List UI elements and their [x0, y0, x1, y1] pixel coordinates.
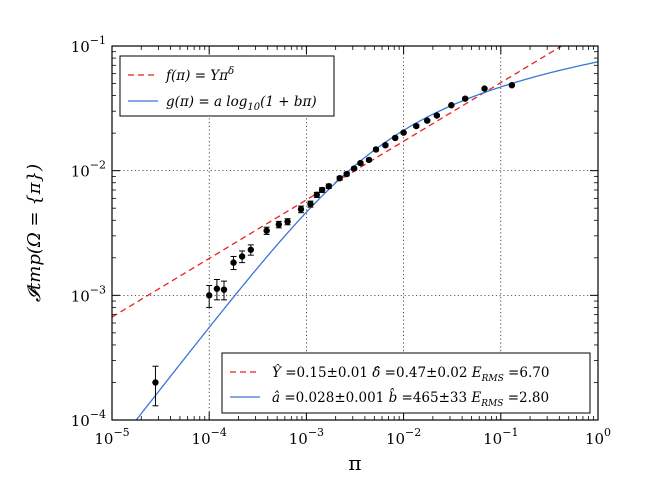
fit-stats-box: Ŷ =0.15±0.01 δ̂ =0.47±0.02 ERMS =6.70 â =… [221, 352, 591, 414]
data-point [206, 284, 213, 308]
data-point [230, 255, 237, 271]
data-point [263, 226, 270, 235]
data-point [508, 81, 516, 89]
data-point [325, 183, 332, 190]
data-point [365, 156, 373, 164]
fit-stats-row: Ŷ =0.15±0.01 δ̂ =0.47±0.02 ERMS =6.70 [272, 365, 549, 384]
x-tick-label: 10−5 [94, 426, 129, 448]
point-marker [313, 191, 321, 199]
point-marker [152, 379, 159, 386]
point-marker [382, 142, 389, 149]
plot-frame [111, 45, 599, 421]
point-marker [357, 159, 364, 167]
data-point [275, 220, 282, 229]
point-marker [297, 206, 305, 213]
data-point [247, 244, 255, 256]
fit-stats-frame [221, 352, 591, 414]
point-marker [220, 286, 228, 293]
data-point [307, 200, 314, 208]
data-point [481, 85, 488, 92]
data-point [336, 175, 343, 182]
point-marker [461, 95, 469, 102]
x-tick-label: 10−4 [192, 426, 227, 448]
point-marker [325, 183, 332, 190]
data-point [238, 250, 246, 264]
point-marker [392, 134, 399, 142]
data-point [382, 142, 389, 149]
x-tick-label: 10−2 [386, 426, 421, 448]
legend-box [119, 55, 335, 117]
data-point [220, 280, 228, 301]
point-marker [350, 165, 358, 172]
data-point [297, 205, 305, 214]
y-axis-title: 𝓘tmp(Ω = {π}) [24, 164, 45, 302]
data-point [448, 102, 455, 109]
y-tick-label: 10−4 [71, 408, 106, 430]
point-marker [213, 285, 221, 292]
point-marker [365, 156, 373, 164]
x-tick-label: 100 [585, 426, 611, 448]
data-point [152, 365, 159, 407]
point-marker [238, 253, 246, 260]
point-marker [336, 175, 343, 182]
point-marker [206, 292, 213, 299]
point-marker [343, 170, 350, 178]
point-marker [263, 227, 270, 234]
data-point [213, 278, 221, 301]
point-marker [372, 146, 380, 153]
data-point [413, 122, 420, 130]
data-point [284, 218, 291, 226]
point-marker [284, 218, 291, 225]
data-point [461, 95, 469, 102]
data-point [392, 134, 399, 142]
point-marker [275, 221, 282, 228]
fit-stats-row: â =0.028±0.001 b̂ =465±33 ERMS =2.80 [272, 388, 549, 409]
data-point [343, 170, 350, 178]
point-marker [400, 129, 407, 136]
point-marker [318, 186, 326, 194]
x-tick-label: 10−1 [483, 426, 518, 448]
point-marker [433, 112, 441, 119]
point-marker [508, 81, 516, 89]
x-tick-label: 10−3 [289, 426, 324, 448]
point-marker [424, 117, 431, 124]
data-point [313, 191, 321, 199]
legend-label-log-fit: g(π) = a log10(1 + bπ) [166, 94, 317, 113]
data-point [400, 129, 407, 136]
point-marker [448, 102, 455, 109]
data-point [372, 146, 380, 153]
data-point [318, 186, 326, 194]
data-point [424, 117, 431, 124]
legend-label-power-law: f(π) = Yπδ [165, 66, 234, 84]
data-point [433, 112, 441, 119]
y-tick-label: 10−3 [71, 283, 106, 305]
point-marker [230, 259, 237, 266]
y-tick-label: 10−2 [71, 159, 106, 181]
x-axis-title: π [348, 451, 361, 475]
data-points [152, 81, 516, 407]
point-marker [307, 200, 314, 208]
data-point [357, 159, 364, 167]
data-point [350, 165, 358, 172]
y-tick-label: 10−1 [71, 34, 106, 56]
point-marker [413, 122, 420, 130]
point-marker [481, 85, 488, 92]
legend: f(π) = Yπδ g(π) = a log10(1 + bπ) [119, 55, 335, 117]
point-marker [247, 246, 255, 253]
